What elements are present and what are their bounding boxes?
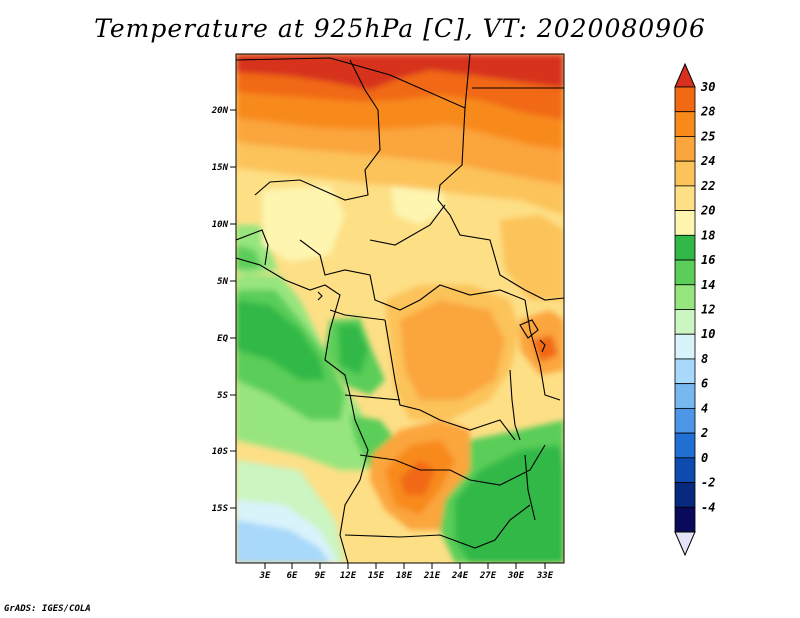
- colorbar-label: 4: [701, 401, 708, 415]
- colorbar-segment: [674, 234, 696, 261]
- colorbar-label: 14: [701, 278, 715, 292]
- field-24-zone: [400, 300, 505, 400]
- border-line: [344, 504, 531, 549]
- borders: [236, 54, 564, 563]
- temperature-field: [236, 54, 564, 563]
- colorbar-label: 30: [700, 80, 715, 94]
- colorbar-segment: [674, 358, 696, 385]
- colorbar-label: 25: [700, 129, 715, 143]
- border-line: [524, 299, 561, 401]
- colorbar-segment: [674, 333, 696, 360]
- lon-tick-label: 27E: [479, 571, 497, 581]
- colorbar-segment: [674, 457, 696, 483]
- colorbar-label: 6: [701, 377, 708, 391]
- colorbar-top-arrow: [674, 62, 696, 88]
- colorbar-segment: [674, 482, 696, 508]
- colorbar-segment: [674, 284, 696, 310]
- lon-tick-label: 24E: [451, 571, 469, 581]
- field-18-zone: [390, 180, 445, 225]
- border-line: [299, 239, 526, 311]
- colorbar-label: 24: [700, 154, 715, 168]
- field-18-zone: [455, 445, 564, 563]
- colorbar-segment: [674, 506, 696, 533]
- lon-tick-label: 33E: [536, 571, 554, 581]
- colorbar-label: -4: [701, 500, 715, 514]
- colorbar-label: 18: [701, 228, 715, 242]
- lon-tick-label: 9E: [315, 571, 326, 581]
- colorbar-segment: [674, 309, 696, 335]
- lake: [524, 454, 536, 521]
- border-line: [437, 107, 564, 301]
- border-line: [254, 59, 381, 201]
- colorbar-label: 12: [701, 303, 715, 317]
- colorbar-segment: [674, 210, 696, 236]
- colorbar-segment: [674, 136, 696, 162]
- border-line: [236, 229, 269, 266]
- colorbar-label: 2: [700, 426, 708, 440]
- lon-tick-label: 15E: [368, 571, 385, 581]
- field-8-zone: [236, 520, 330, 563]
- coastline: [236, 257, 369, 563]
- colorbar-label: 8: [701, 352, 708, 366]
- colorbar-segment: [674, 185, 696, 212]
- colorbar-label: 22: [700, 179, 715, 193]
- colorbar-segment: [674, 86, 696, 113]
- lake: [519, 319, 539, 339]
- field-18-zone: [338, 325, 368, 375]
- lat-tick-label: 15N: [212, 163, 229, 173]
- colorbar-label: 20: [700, 204, 715, 218]
- lake: [317, 291, 323, 301]
- colorbar-segment: [674, 383, 696, 409]
- field-18-zone: [236, 300, 325, 380]
- lat-tick-label: 20N: [211, 106, 229, 116]
- border-line: [369, 204, 446, 246]
- lon-tick-label: 12E: [340, 571, 357, 581]
- border-line: [236, 54, 471, 109]
- lon-tick-label: 3E: [259, 571, 271, 581]
- colorbar-label: 28: [700, 105, 715, 119]
- footer-credit: GrADS: IGES/COLA: [4, 604, 91, 614]
- lon-tick-label: 6E: [287, 571, 298, 581]
- lat-tick-label: 10N: [212, 220, 229, 230]
- colorbar-segment: [674, 259, 696, 286]
- lat-tick-label: 10S: [212, 447, 229, 457]
- lat-tick-label: 5S: [217, 391, 228, 401]
- border-line: [359, 454, 471, 481]
- lon-tick-label: 21E: [423, 571, 441, 581]
- lake: [539, 339, 546, 353]
- field-22-zone: [500, 215, 564, 300]
- map-frame: [235, 53, 565, 564]
- colorbar-label: 16: [701, 253, 715, 267]
- lat-tick-label: 15S: [212, 504, 229, 514]
- colorbar-segment: [674, 111, 696, 137]
- chart-title: Temperature at 925hPa [C], VT: 202008090…: [94, 14, 706, 43]
- colorbar-label: 0: [701, 451, 708, 465]
- colorbar-label: 10: [701, 327, 715, 341]
- lake: [509, 369, 521, 441]
- lon-tick-label: 30E: [507, 571, 525, 581]
- lon-axis: 3E 6E 9E 12E 15E 18E 21E 24E 27E 30E 33E: [259, 563, 554, 581]
- border-line: [344, 394, 401, 401]
- lat-axis: 20N 15N 10N 5N EQ 5S 10S 15S: [211, 106, 236, 514]
- field-18-zone: [262, 185, 345, 262]
- colorbar-segment: [674, 432, 696, 459]
- field-28-zone: [400, 460, 435, 495]
- colorbar-bottom-arrow: [674, 531, 696, 557]
- border-line: [384, 319, 516, 441]
- field-30-zone: [236, 54, 564, 90]
- border-line: [469, 444, 546, 486]
- lat-tick-label: EQ: [217, 334, 228, 344]
- colorbar-segment: [674, 160, 696, 187]
- colorbar-label: -2: [701, 476, 715, 490]
- field-28-zone: [532, 335, 558, 362]
- colorbar-segment: [674, 407, 696, 434]
- lat-tick-label: 5N: [217, 277, 228, 287]
- lon-tick-label: 18E: [396, 571, 413, 581]
